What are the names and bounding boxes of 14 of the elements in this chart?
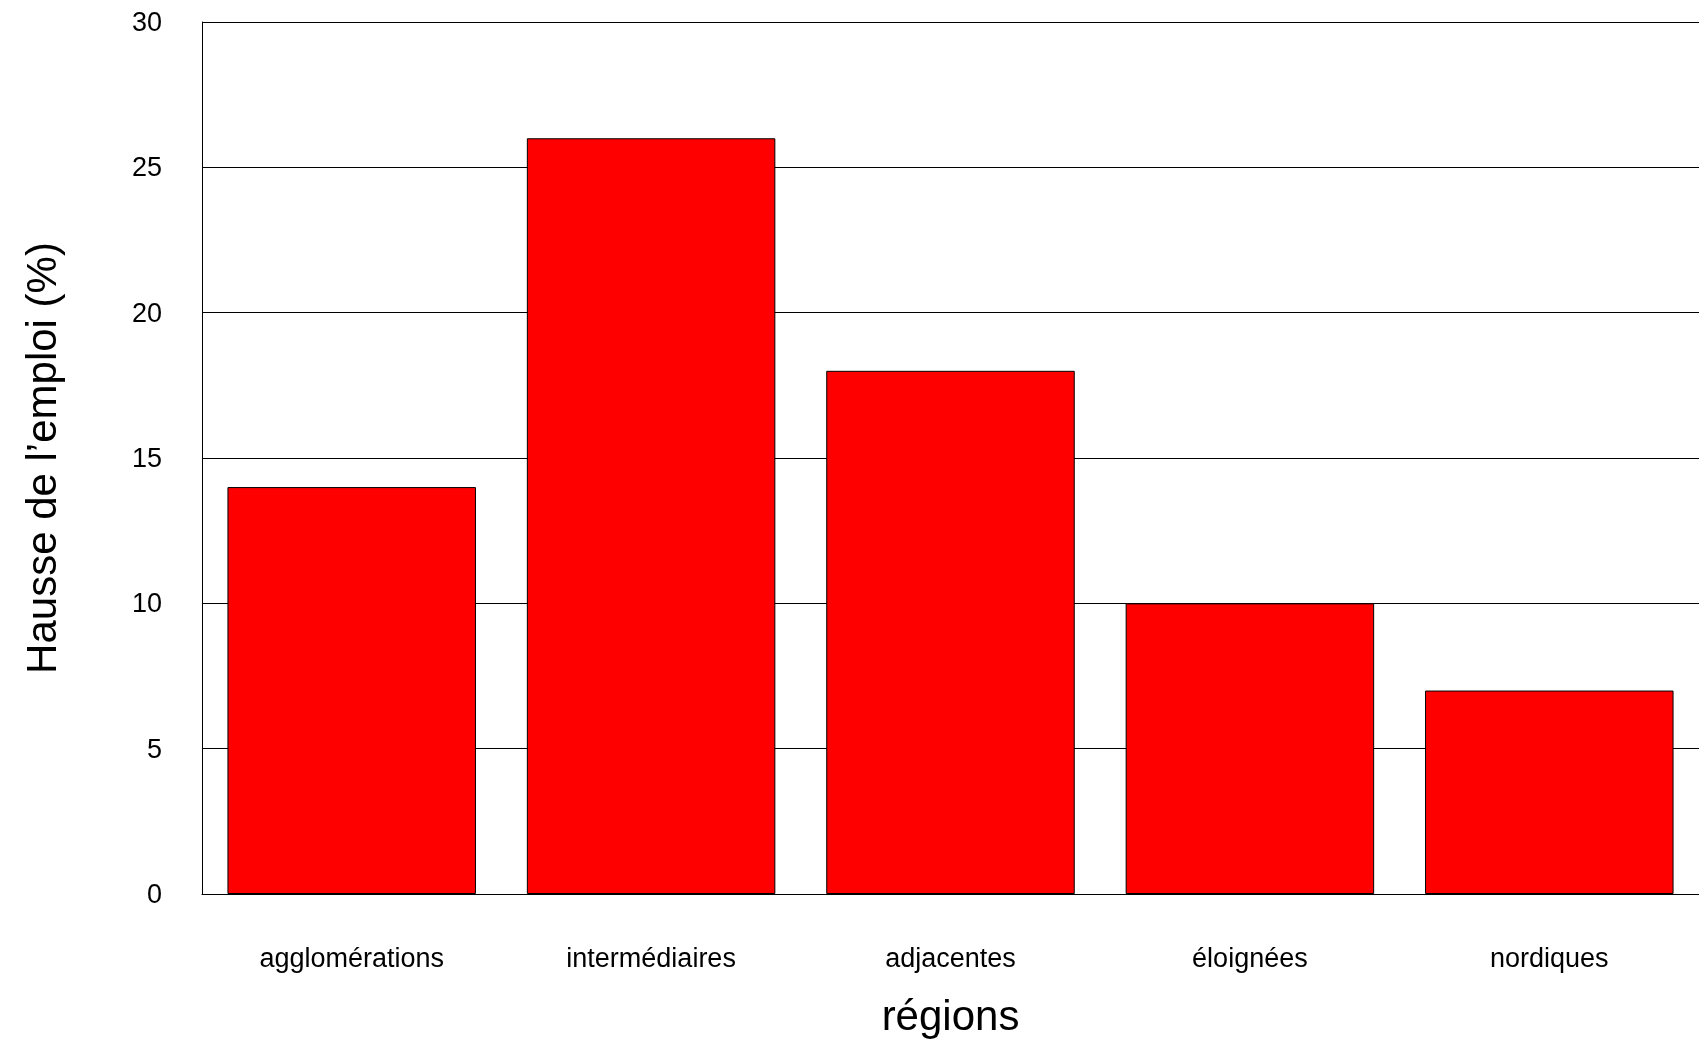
y-tick-label: 30 [131, 7, 162, 37]
x-tick-label: agglomérations [259, 942, 445, 973]
y-tick-label: 20 [131, 297, 162, 328]
y-tick-label: 0 [146, 879, 162, 909]
y-tick-label: 10 [131, 588, 162, 619]
x-tick-label: intermédiaires [566, 942, 736, 973]
y-tick-label: 15 [131, 443, 162, 473]
x-axis-title: régions [881, 991, 1020, 1039]
y-axis-title: Hausse de l’emploi (%) [17, 242, 65, 674]
x-tick-label: adjacentes [885, 942, 1016, 973]
x-tick-label: nordiques [1490, 942, 1609, 973]
x-tick-label: éloignées [1192, 942, 1308, 973]
y-tick-label: 25 [131, 152, 162, 183]
y-tick-label: 5 [146, 733, 162, 764]
